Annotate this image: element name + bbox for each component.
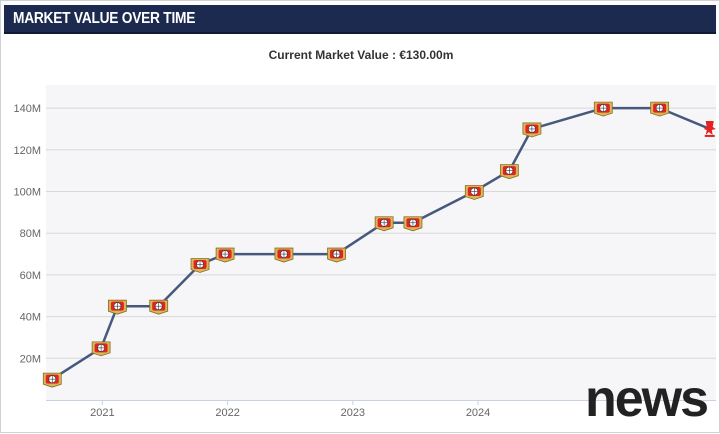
widget-header: MARKET VALUE OVER TIME [4,5,716,34]
liver-bird-shape [703,120,716,135]
leverkusen-crest-icon [650,101,670,117]
leverkusen-crest-icon [149,299,169,315]
liverpool-crest-icon [703,120,716,137]
leverkusen-crest-icon [91,341,111,357]
leverkusen-crest-icon [215,247,235,263]
x-tick-label: 2023 [341,407,365,419]
y-tick-label: 60M [20,270,41,282]
x-tick-label: 2021 [90,407,114,419]
leverkusen-crest-icon [522,122,542,138]
news-watermark: news [585,370,709,428]
leverkusen-crest-icon [190,258,210,273]
y-tick-label: 20M [20,353,41,365]
widget-title: MARKET VALUE OVER TIME [13,10,196,27]
x-tick-label: 2024 [466,407,490,419]
series-line [51,106,711,381]
y-tick-label: 100M [13,187,41,199]
leverkusen-crest-icon [107,299,127,315]
y-tick-label: 140M [13,103,41,115]
leverkusen-crest-icon [374,216,394,232]
leverkusen-crest-icon [403,216,423,232]
crest-base [704,134,715,137]
leverkusen-crest-icon [464,185,484,200]
leverkusen-crest-icon [42,372,62,388]
y-tick-label: 80M [20,228,41,240]
leverkusen-crest-icon [327,247,346,263]
plot-area [46,85,716,400]
leverkusen-crest-icon [593,101,613,117]
leverkusen-crest-icon [499,164,519,180]
y-tick-label: 120M [13,145,41,157]
leverkusen-crest-icon [274,247,294,263]
x-tick-label: 2022 [215,407,239,419]
y-tick-label: 40M [20,312,41,324]
current-market-value: Current Market Value : €130.00m [268,48,454,62]
